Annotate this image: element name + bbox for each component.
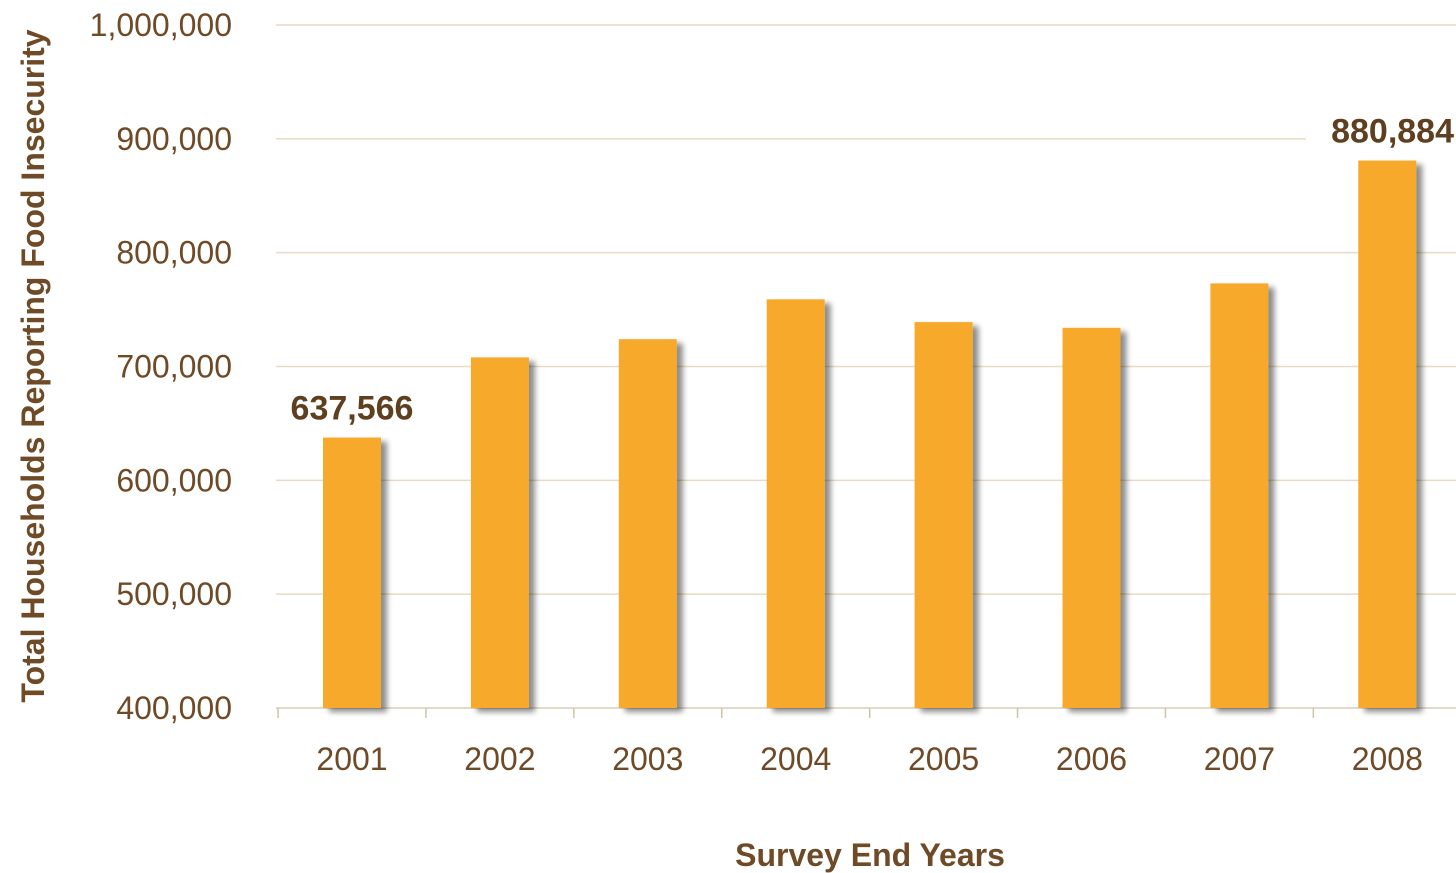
gridlines xyxy=(276,24,1456,709)
bar-2002 xyxy=(470,357,529,708)
y-axis-ticks: 400,000 500,000 600,000 700,000 800,000 900,0… xyxy=(90,7,232,726)
x-axis-ticks: 2001 2002 2003 2004 2005 2006 2007 2008 xyxy=(277,708,1423,777)
bar-2007 xyxy=(1210,283,1269,708)
data-label-background xyxy=(1306,108,1456,151)
bar-2008 xyxy=(1358,160,1417,708)
data-labels: 637,566 880,884 xyxy=(276,108,1456,428)
y-tick-label: 400,000 xyxy=(116,690,232,726)
data-label-background xyxy=(276,385,428,428)
x-tick-label: 2003 xyxy=(612,741,683,777)
x-tick-label: 2004 xyxy=(760,741,831,777)
bar-2005 xyxy=(914,322,973,708)
bar-2001 xyxy=(323,437,381,708)
bar-2006 xyxy=(1062,327,1121,708)
y-tick-label: 500,000 xyxy=(116,576,232,612)
x-tick-label: 2001 xyxy=(316,741,387,777)
data-label-2001: 637,566 xyxy=(291,390,414,428)
y-tick-label: 800,000 xyxy=(116,235,232,271)
x-tick-label: 2007 xyxy=(1204,741,1275,777)
y-tick-label: 600,000 xyxy=(116,462,232,498)
x-tick-label: 2006 xyxy=(1056,741,1127,777)
data-label-2008: 880,884 xyxy=(1331,113,1454,151)
y-tick-label: 1,000,000 xyxy=(90,7,232,43)
y-tick-label: 900,000 xyxy=(116,121,232,157)
y-axis-title: Total Households Reporting Food Insecuri… xyxy=(15,29,51,702)
bar-2003 xyxy=(618,339,677,708)
bars xyxy=(323,160,1417,708)
x-tick-label: 2002 xyxy=(464,741,535,777)
bar-2004 xyxy=(766,299,825,708)
x-tick-label: 2008 xyxy=(1352,741,1423,777)
x-axis-title: Survey End Years xyxy=(735,837,1005,873)
y-tick-label: 700,000 xyxy=(116,349,232,385)
x-tick-label: 2005 xyxy=(908,741,979,777)
